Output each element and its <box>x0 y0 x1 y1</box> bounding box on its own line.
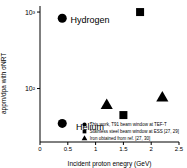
svg-text:appm/dpa with σNRT: appm/dpa with σNRT <box>8 53 9 114</box>
svg-text:2.5: 2.5 <box>175 146 179 152</box>
svg-text:1: 1 <box>94 146 98 152</box>
html-text:Iron obtained from ref. [27, 3: Iron obtained from ref. [27, 30] <box>89 136 151 141</box>
svg-text:Hydrogen: Hydrogen <box>71 15 110 25</box>
svg-text:10³: 10³ <box>25 9 36 16</box>
svg-text:10²: 10² <box>25 85 36 92</box>
svg-text:1.5: 1.5 <box>119 146 128 152</box>
svg-text:Incident proton enegry (GeV): Incident proton enegry (GeV) <box>68 160 152 168</box>
svg-text:0.5: 0.5 <box>64 146 73 152</box>
html-text:Stainless steel beam window at: Stainless steel beam window at ESS [27, … <box>89 129 179 134</box>
svg-text:2: 2 <box>150 146 154 152</box>
html-text:This work, T91 beam window at: This work, T91 beam window at TEF-T <box>89 122 167 127</box>
svg-text:0: 0 <box>38 146 42 152</box>
